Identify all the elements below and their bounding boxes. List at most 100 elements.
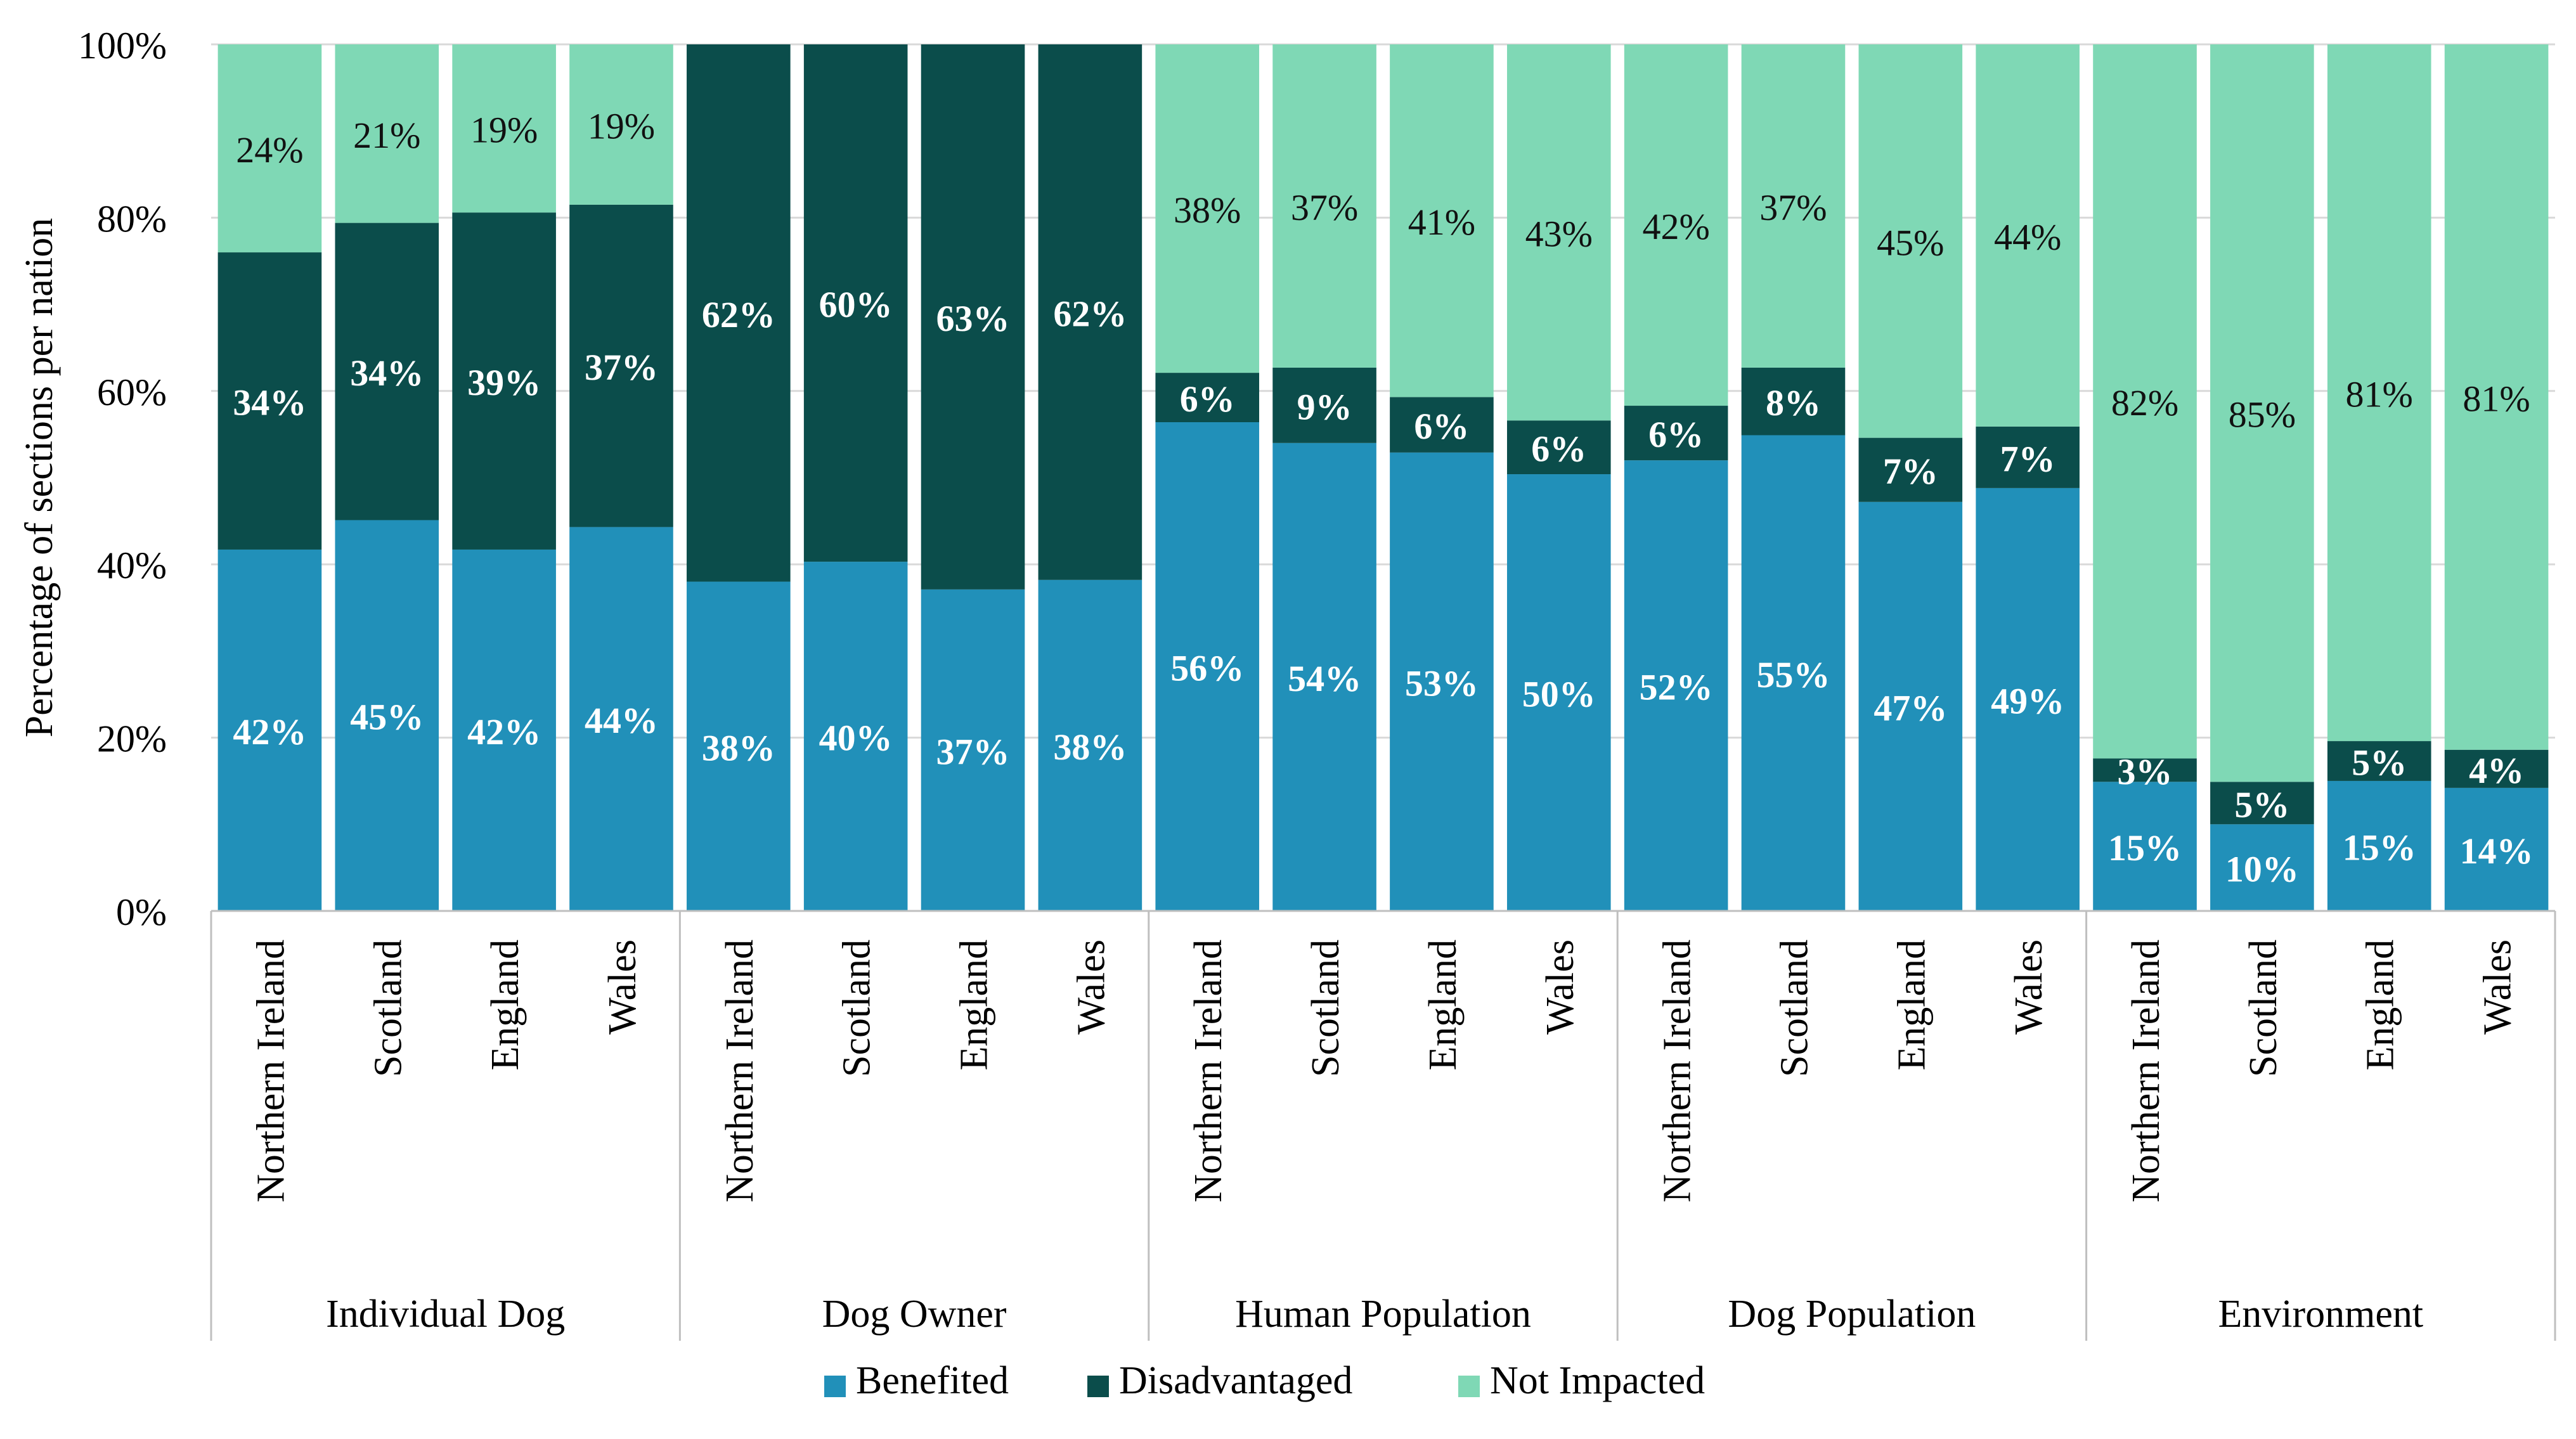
data-label: 49% xyxy=(1991,680,2064,721)
x-category-label: Scotland xyxy=(836,939,879,1077)
x-category-label: Wales xyxy=(601,939,644,1035)
data-label: 85% xyxy=(2229,394,2296,436)
data-label: 40% xyxy=(819,718,893,759)
bar-segment-not-impacted xyxy=(1155,44,1260,373)
x-category-label: Northern Ireland xyxy=(1187,939,1230,1203)
x-category-label: Northern Ireland xyxy=(1656,939,1699,1203)
y-axis-title: Percentage of sections per nation xyxy=(18,218,61,737)
y-tick-label: 0% xyxy=(116,891,167,933)
bar-segment-benefited xyxy=(217,549,322,911)
legend-swatch xyxy=(824,1376,846,1397)
data-label: 44% xyxy=(585,700,658,741)
data-label: 5% xyxy=(2352,742,2407,784)
legend-swatch xyxy=(1087,1376,1109,1397)
bar-segment-disadvantaged xyxy=(921,44,1025,590)
data-label: 81% xyxy=(2463,378,2530,419)
bar-segment-not-impacted xyxy=(569,44,673,205)
data-label: 15% xyxy=(2343,827,2416,868)
bar-segment-disadvantaged xyxy=(2327,741,2431,781)
data-label: 19% xyxy=(470,110,538,151)
data-label: 7% xyxy=(2000,438,2055,479)
x-category-label: Scotland xyxy=(1304,939,1347,1077)
gridlines xyxy=(211,43,2555,912)
x-category-label: Northern Ireland xyxy=(718,939,761,1203)
x-category-label: Wales xyxy=(2007,939,2050,1035)
data-label: 24% xyxy=(236,129,303,171)
legend-label: Disadvantaged xyxy=(1119,1359,1352,1402)
data-label: 60% xyxy=(819,284,893,325)
data-label: 37% xyxy=(585,347,658,388)
data-label: 37% xyxy=(1759,187,1827,228)
bar-segment-disadvantaged xyxy=(1390,397,1494,453)
bar-segment-disadvantaged xyxy=(335,223,439,520)
data-label: 47% xyxy=(1874,687,1947,728)
x-category-label: Scotland xyxy=(366,939,410,1077)
data-label: 39% xyxy=(467,362,541,403)
data-label: 5% xyxy=(2234,784,2289,825)
data-label: 52% xyxy=(1640,667,1713,708)
bar-segment-not-impacted xyxy=(2093,44,2197,759)
bar-segment-disadvantaged xyxy=(1741,367,1846,436)
bars xyxy=(217,44,2549,911)
data-label: 19% xyxy=(588,105,655,146)
data-label: 54% xyxy=(1288,658,1361,699)
bar-segment-disadvantaged xyxy=(2093,758,2197,782)
bar-segment-not-impacted xyxy=(335,44,439,223)
bar-segment-benefited xyxy=(1741,435,1846,911)
bar-segment-benefited xyxy=(1858,501,1963,911)
data-label: 82% xyxy=(2111,382,2178,423)
data-label: 42% xyxy=(233,711,306,752)
bar-segment-disadvantaged xyxy=(2210,782,2314,825)
bar-segment-benefited xyxy=(2210,824,2314,911)
data-label: 42% xyxy=(467,711,541,752)
data-label: 53% xyxy=(1405,662,1479,704)
bar-segment-disadvantaged xyxy=(1272,367,1376,443)
data-label: 37% xyxy=(1291,187,1358,228)
data-label: 10% xyxy=(2225,849,2299,890)
bar-segment-benefited xyxy=(1038,579,1142,911)
data-labels: 42% 34% 24% 45% 34% 21% 42% 39% 19% 44% 37% 19% 38% 6… xyxy=(233,105,2533,889)
bar-segment-disadvantaged xyxy=(1976,426,2080,488)
bar-segment-disadvantaged xyxy=(569,204,673,527)
data-label: 38% xyxy=(1174,190,1241,231)
legend: Benefited Disadvantaged Not Impacted xyxy=(824,1359,1705,1402)
bar-segment-benefited xyxy=(1624,460,1728,911)
bar-segment-not-impacted xyxy=(1624,44,1728,406)
legend-label: Not Impacted xyxy=(1490,1359,1705,1402)
bar-segment-disadvantaged xyxy=(452,212,556,550)
bar-segment-benefited xyxy=(569,527,673,911)
data-label: 41% xyxy=(1408,202,1475,243)
data-label: 8% xyxy=(1766,382,1821,423)
x-category-label: Northern Ireland xyxy=(249,939,292,1203)
bar-segment-not-impacted xyxy=(1390,44,1494,397)
data-label: 42% xyxy=(1642,206,1709,247)
data-label: 44% xyxy=(1994,216,2061,257)
bar-segment-not-impacted xyxy=(1272,44,1376,368)
y-axis-ticks: 0% 20% 40% 60% 80% 100% xyxy=(78,25,167,933)
bar-segment-benefited xyxy=(452,549,556,911)
data-label: 4% xyxy=(2469,750,2524,791)
data-label: 38% xyxy=(702,727,775,768)
x-group-label: Environment xyxy=(2218,1293,2423,1336)
bar-segment-not-impacted xyxy=(1506,44,1611,421)
x-group-label: Dog Population xyxy=(1728,1293,1976,1336)
x-group-label: Dog Owner xyxy=(822,1293,1007,1336)
bar-segment-disadvantaged xyxy=(1858,437,1963,502)
data-label: 9% xyxy=(1297,386,1352,427)
x-category-label: England xyxy=(953,939,996,1071)
x-category-label: Scotland xyxy=(1773,939,1816,1077)
bar-segment-not-impacted xyxy=(452,44,556,213)
data-label: 3% xyxy=(2118,751,2173,792)
bar-segment-disadvantaged xyxy=(1038,44,1142,580)
bar-segment-benefited xyxy=(1976,487,2080,911)
bar-segment-disadvantaged xyxy=(687,44,791,582)
data-label: 15% xyxy=(2108,827,2182,868)
bar-segment-benefited xyxy=(1155,422,1260,911)
bar-segment-benefited xyxy=(2444,787,2549,911)
bar-segment-benefited xyxy=(2093,782,2197,911)
bar-segment-not-impacted xyxy=(2444,44,2549,750)
bar-segment-not-impacted xyxy=(1741,44,1846,368)
y-tick-label: 60% xyxy=(97,371,167,413)
bar-segment-not-impacted xyxy=(2210,44,2314,782)
data-label: 38% xyxy=(1053,726,1127,768)
